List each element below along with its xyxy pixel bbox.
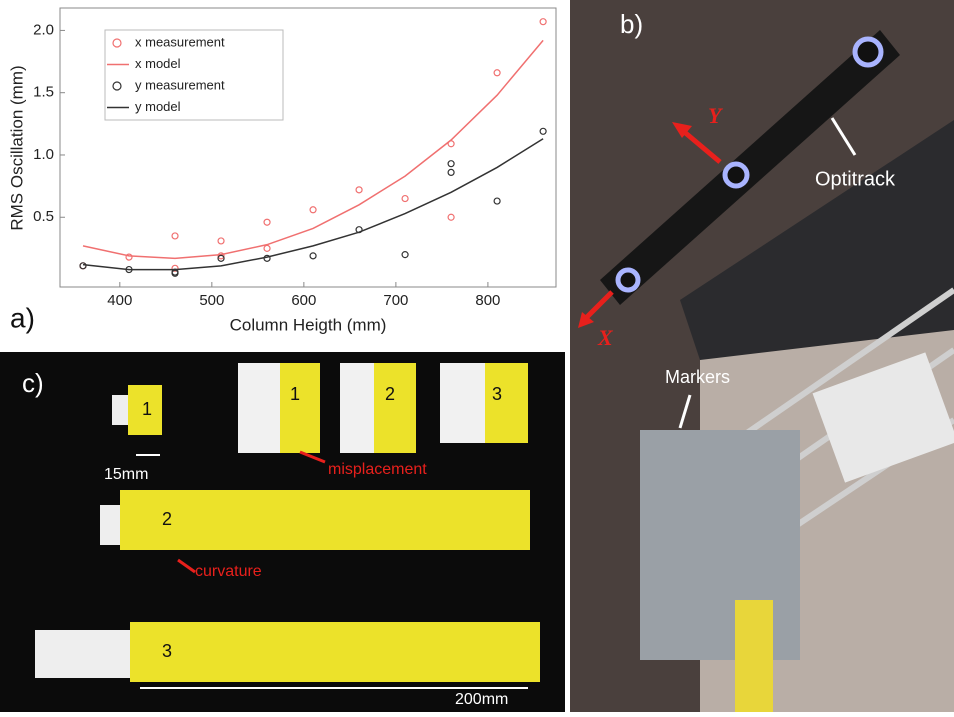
white-part xyxy=(112,395,130,425)
x-tick-label: 500 xyxy=(199,292,224,309)
y-tick-label: 0.5 xyxy=(33,208,54,225)
yellow-block xyxy=(120,490,530,550)
x-tick-label: 700 xyxy=(383,292,408,309)
camera-ring xyxy=(725,164,747,186)
legend-label: x measurement xyxy=(135,34,225,49)
legend-label: y model xyxy=(135,99,181,114)
x-tick-label: 400 xyxy=(107,292,132,309)
panel-label: a) xyxy=(10,302,35,333)
yellow-block xyxy=(130,622,540,682)
y-tick-label: 1.0 xyxy=(33,146,54,163)
panel-label: b) xyxy=(620,9,643,39)
panel-c: c) 1 2 3 1 2 3 15mm misplacement curvatu… xyxy=(0,352,565,712)
figure: b) Optitrack Markers Y X c) 1 2 3 1 2 3 … xyxy=(0,0,954,712)
block-label: 3 xyxy=(162,641,172,661)
panel-label: c) xyxy=(22,368,44,398)
axis-label: X xyxy=(597,325,614,350)
inset-white xyxy=(340,363,374,453)
annotation: Optitrack xyxy=(815,168,896,190)
panel-b: b) Optitrack Markers Y X xyxy=(570,0,954,712)
inset-white xyxy=(238,363,280,453)
legend-label: y measurement xyxy=(135,77,225,92)
inset-label: 1 xyxy=(290,384,300,404)
annotation: misplacement xyxy=(328,461,427,478)
column xyxy=(735,600,773,712)
x-tick-label: 800 xyxy=(475,292,500,309)
legend-label: x model xyxy=(135,56,181,71)
x-tick-label: 600 xyxy=(291,292,316,309)
y-tick-label: 1.5 xyxy=(33,84,54,101)
inset-label: 3 xyxy=(492,384,502,404)
page: {"chart_data": {"type": "scatter", "x_la… xyxy=(0,0,954,712)
camera-ring xyxy=(618,270,638,290)
white-part xyxy=(35,630,135,678)
x-axis-label: Column Heigth (mm) xyxy=(230,315,387,334)
block-label: 2 xyxy=(162,509,172,529)
camera-ring xyxy=(855,39,881,65)
dimension-label: 200mm xyxy=(455,691,508,708)
dimension-label: 15mm xyxy=(104,466,148,483)
inset-white xyxy=(440,363,485,443)
robot-module xyxy=(640,430,800,660)
block-label: 1 xyxy=(142,399,152,419)
y-axis-label: RMS Oscillation (mm) xyxy=(7,65,26,230)
annotation: Markers xyxy=(665,367,730,387)
y-tick-label: 2.0 xyxy=(33,21,54,38)
annotation: curvature xyxy=(195,563,262,580)
inset-label: 2 xyxy=(385,384,395,404)
panel-a: a) Column Heigth (mm) RMS Oscillation (m… xyxy=(7,8,556,334)
